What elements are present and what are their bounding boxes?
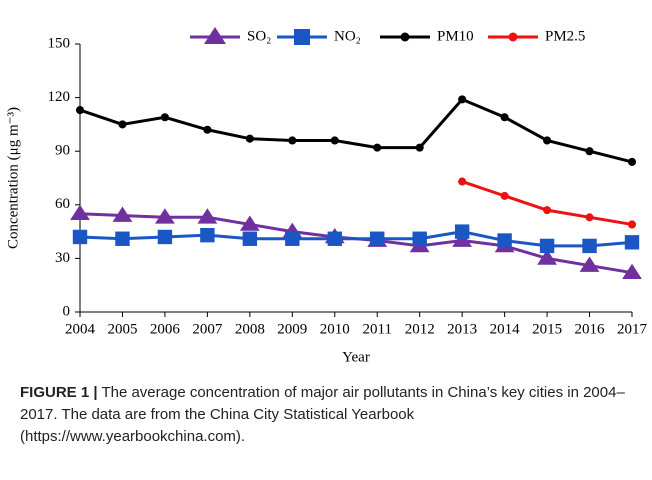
series-line: [461, 180, 633, 226]
data-point: [118, 120, 127, 129]
data-point: [160, 113, 169, 122]
caption: FIGURE 1 | The average concentration of …: [20, 382, 635, 448]
data-point: [537, 249, 557, 265]
y-tick-label: 0: [63, 303, 71, 319]
data-point: [452, 231, 473, 247]
data-point: [627, 157, 637, 166]
legend-label: SO₂: [247, 28, 271, 44]
y-axis-label: Concentration (μg m⁻³): [5, 107, 21, 249]
data-point: [458, 177, 467, 186]
data-point: [157, 229, 173, 245]
legend-marker: [508, 32, 518, 42]
data-point: [579, 256, 600, 272]
x-tick-label: 2007: [192, 321, 223, 337]
data-point: [543, 136, 552, 145]
data-point: [458, 95, 467, 104]
data-point: [627, 220, 637, 229]
y-tick-label: 30: [55, 250, 70, 266]
data-point: [72, 229, 88, 245]
chart: Concentration (μg m⁻³) Year 0 30 60 90 120 15…: [5, 27, 648, 365]
data-point: [285, 231, 300, 246]
x-tick-label: 2010: [320, 321, 350, 337]
data-point: [582, 238, 597, 254]
data-point: [543, 206, 552, 215]
x-tick-label: 2006: [150, 321, 181, 337]
x-tick-label: 2015: [532, 321, 562, 337]
x-tick-label: 2004: [65, 321, 96, 337]
x-tick-label: 2005: [107, 321, 137, 337]
data-point: [454, 224, 470, 239]
legend-marker: [204, 27, 226, 44]
y-tick-label: 60: [55, 196, 70, 212]
data-point: [112, 206, 133, 222]
data-point: [239, 215, 260, 231]
x-tick-label: 2012: [405, 321, 435, 337]
data-point: [370, 231, 385, 246]
caption-text: The average concentration of major air p…: [20, 384, 625, 445]
legend-label: NO₂: [334, 28, 361, 44]
data-point: [327, 231, 342, 246]
legend-label: PM10: [437, 28, 474, 44]
data-point: [288, 136, 297, 145]
x-tick-label: 2009: [277, 321, 307, 337]
data-point: [115, 231, 130, 246]
x-tick-label: 2017: [617, 321, 648, 337]
caption-label: FIGURE 1 |: [20, 384, 98, 401]
x-tick-label: 2016: [575, 321, 606, 337]
data-point: [622, 263, 642, 279]
y-tick-label: 120: [48, 89, 71, 105]
x-tick-label: 2011: [363, 321, 392, 337]
data-point: [412, 231, 427, 246]
data-point: [245, 134, 254, 143]
y-tick-label: 150: [48, 35, 71, 51]
data-point: [539, 238, 555, 254]
data-point: [203, 125, 212, 134]
data-point: [75, 106, 85, 115]
data-point: [415, 143, 424, 152]
data-point: [500, 191, 509, 200]
data-point: [585, 213, 594, 222]
data-point: [242, 231, 258, 246]
data-point: [70, 204, 90, 221]
data-point: [497, 233, 512, 248]
x-tick-label: 2008: [235, 321, 265, 337]
data-point: [373, 143, 382, 152]
data-point: [585, 147, 594, 156]
legend-marker: [400, 32, 410, 42]
x-tick-label: 2014: [490, 321, 521, 337]
legend-marker: [294, 29, 310, 45]
data-point: [197, 208, 218, 224]
x-axis-label: Year: [342, 349, 370, 365]
series-line: [79, 97, 633, 164]
y-tick-label: 90: [55, 143, 70, 159]
x-tick-label: 2013: [447, 321, 477, 337]
data-point: [500, 113, 509, 122]
legend-label: PM2.5: [545, 28, 585, 44]
data-point: [155, 208, 175, 224]
data-point: [624, 235, 640, 250]
data-point: [330, 136, 339, 145]
data-point: [200, 227, 215, 243]
